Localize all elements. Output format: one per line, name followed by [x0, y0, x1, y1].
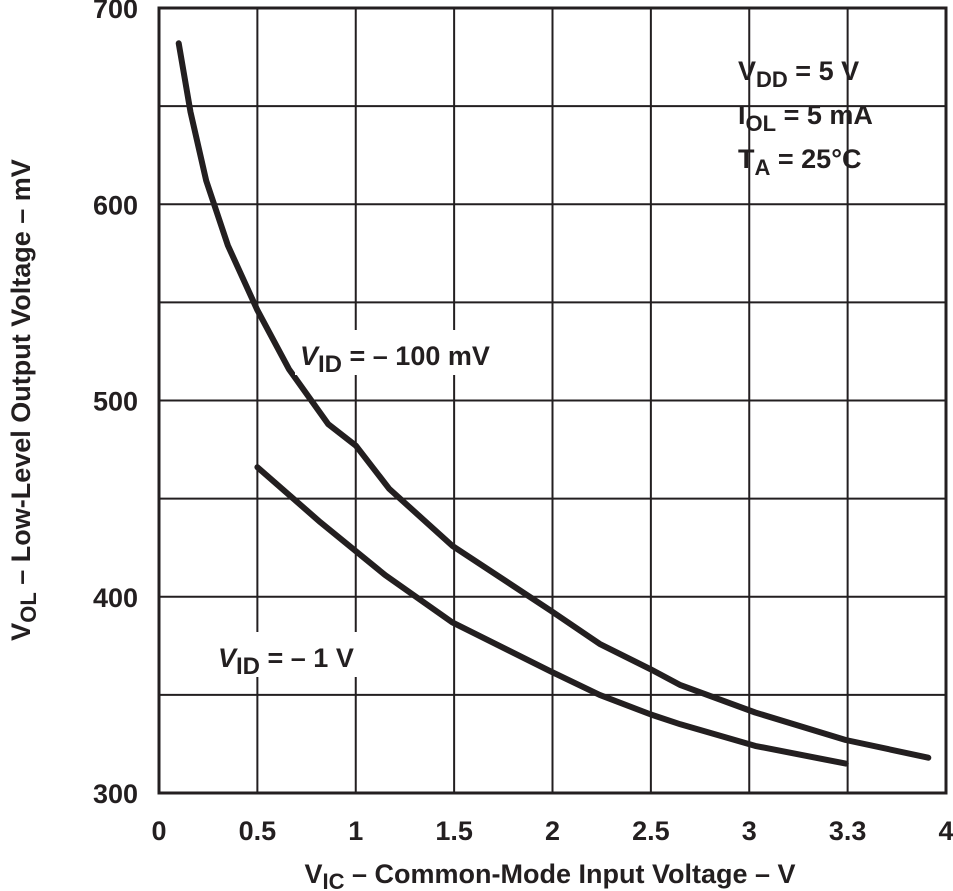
series-label-bg-1: [212, 632, 392, 677]
x-tick-label: 3: [742, 816, 757, 846]
y-axis-label-rest: – Low-Level Output Voltage – mV: [6, 159, 36, 592]
y-tick-label: 600: [93, 190, 138, 220]
condition-ta: TA = 25°C: [738, 144, 862, 180]
conditions-annotation: VDD = 5 V IOL = 5 mA TA = 25°C: [738, 56, 873, 180]
plot-frame: [157, 6, 948, 795]
x-tick-label: 0.5: [239, 816, 277, 846]
y-tick-label: 700: [93, 0, 138, 24]
x-tick-label: 1: [348, 816, 363, 846]
x-tick-label: 0: [151, 816, 166, 846]
y-tick-label: 300: [93, 779, 138, 809]
series-label-vid-1v: VID = – 1 V: [218, 643, 354, 680]
condition-vdd: VDD = 5 V: [738, 56, 859, 92]
x-tick-label: 4: [938, 816, 953, 846]
y-tick-labels: 300 400 500 600 700: [93, 0, 138, 809]
y-axis-label-sub: OL: [16, 592, 41, 623]
x-tick-labels: 0 0.5 1 1.5 2 2.5 3 3.3 4: [151, 816, 953, 846]
series-label-vid-100mv: VID = – 100 mV: [300, 341, 490, 378]
y-tick-label: 500: [93, 387, 138, 417]
y-tick-label: 400: [93, 583, 138, 613]
x-tick-label: 1.5: [435, 816, 473, 846]
series-line-0: [175, 40, 932, 761]
curves: [175, 40, 932, 767]
x-tick-label: 2.5: [632, 816, 670, 846]
series-label-bg-0: [295, 330, 535, 375]
x-tick-label: 2: [545, 816, 560, 846]
x-tick-label: 3.3: [829, 816, 867, 846]
x-axis-label: VIC – Common-Mode Input Voltage – V: [304, 859, 795, 891]
x-axis-label-rest: – Common-Mode Input Voltage – V: [345, 859, 796, 889]
x-axis-label-sub: IC: [323, 869, 345, 891]
y-axis-label: VOL – Low-Level Output Voltage – mV: [6, 159, 41, 641]
series-line-1: [254, 464, 849, 767]
x-axis-label-main: V: [304, 859, 322, 889]
y-axis-label-main: V: [6, 623, 36, 641]
condition-iol: IOL = 5 mA: [738, 100, 873, 136]
